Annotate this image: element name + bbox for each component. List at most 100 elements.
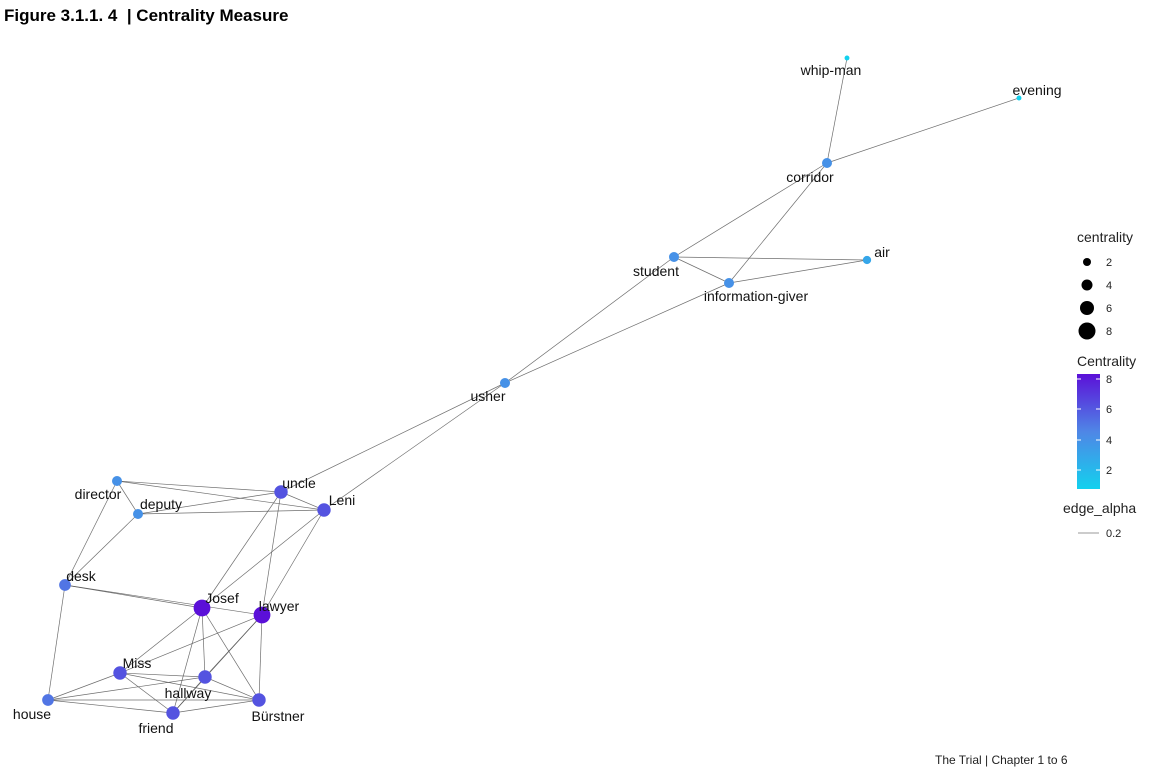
legend-edge-value: 0.2 bbox=[1106, 528, 1121, 540]
node-label-whip-man: whip-man bbox=[800, 62, 862, 78]
legend-color-tick: 2 bbox=[1106, 465, 1112, 477]
legend-size-title: centrality bbox=[1077, 229, 1133, 245]
node-student bbox=[669, 252, 679, 262]
edge-hallway-friend bbox=[172, 676, 206, 714]
edge-hallway-burstner bbox=[204, 676, 260, 701]
node-director bbox=[112, 476, 122, 486]
labels-layer: whip-man evening corridor air student informa… bbox=[13, 62, 1062, 736]
node-label-usher: usher bbox=[470, 388, 505, 404]
node-friend bbox=[166, 706, 180, 720]
node-information-giver bbox=[724, 278, 734, 288]
edge-student-usher bbox=[504, 256, 675, 384]
node-corridor bbox=[822, 158, 832, 168]
node-desk bbox=[59, 579, 71, 591]
node-label-deputy: deputy bbox=[140, 496, 182, 512]
node-label-hallway: hallway bbox=[165, 685, 212, 701]
edge-usher-leni bbox=[323, 382, 506, 511]
node-josef bbox=[193, 599, 211, 617]
node-label-director: director bbox=[75, 486, 122, 502]
legend-edge-title: edge_alpha bbox=[1063, 500, 1136, 516]
legend-size-dot-2 bbox=[1083, 258, 1091, 266]
edge-miss-hallway bbox=[119, 672, 206, 678]
edge-deputy-uncle bbox=[137, 491, 282, 515]
legend-color-tick: 4 bbox=[1106, 435, 1112, 447]
nodes-layer bbox=[42, 55, 1022, 720]
node-label-lawyer: lawyer bbox=[259, 598, 300, 614]
edge-student-air bbox=[673, 256, 868, 261]
edge-uncle-lawyer bbox=[261, 491, 282, 616]
edge-director-deputy bbox=[116, 480, 139, 515]
edge-miss-friend bbox=[119, 672, 174, 714]
node-label-student: student bbox=[633, 263, 679, 279]
edge-corridor-student bbox=[673, 162, 828, 258]
edge-deputy-desk bbox=[64, 513, 139, 586]
node-burstner bbox=[252, 693, 266, 707]
edge-josef-hallway bbox=[201, 607, 206, 678]
edge-miss-house bbox=[47, 672, 121, 701]
legend-size-dot-6 bbox=[1080, 301, 1094, 315]
edge-josef-burstner bbox=[201, 607, 260, 701]
edge-evening-corridor bbox=[826, 97, 1020, 164]
node-label-leni: Leni bbox=[329, 492, 355, 508]
legend-color-tick: 6 bbox=[1106, 404, 1112, 416]
legend-size-dot-4 bbox=[1081, 279, 1093, 291]
edge-usher-uncle bbox=[280, 382, 506, 493]
legend-size-dot-8 bbox=[1078, 322, 1096, 340]
edge-josef-miss bbox=[119, 607, 203, 674]
edge-director-desk bbox=[64, 480, 118, 586]
edge-friend-burstner bbox=[172, 699, 260, 714]
node-evening bbox=[1016, 95, 1022, 101]
node-label-josef: Josef bbox=[205, 590, 239, 606]
node-label-evening: evening bbox=[1012, 82, 1061, 98]
edge-director-leni bbox=[116, 480, 325, 511]
edge-uncle-leni bbox=[280, 491, 325, 511]
edge-lawyer-miss bbox=[119, 614, 263, 674]
legend-color: Centrality 8 6 4 2 bbox=[1077, 353, 1136, 489]
node-air bbox=[862, 255, 872, 265]
legend-size-label: 8 bbox=[1106, 326, 1112, 338]
figure-title: Figure 3.1.1. 4 | Centrality Measure bbox=[4, 6, 289, 25]
edge-hallway-house bbox=[47, 676, 206, 701]
legend-size-label: 2 bbox=[1106, 257, 1112, 269]
legend-color-title: Centrality bbox=[1077, 353, 1136, 369]
edge-student-information-giver bbox=[673, 256, 730, 284]
edge-information-giver-air bbox=[728, 259, 868, 284]
node-label-miss: Miss bbox=[123, 655, 152, 671]
caption: The Trial | Chapter 1 to 6 bbox=[935, 753, 1068, 767]
node-whip-man bbox=[844, 55, 850, 61]
edge-desk-lawyer bbox=[64, 584, 263, 616]
node-house bbox=[42, 694, 54, 706]
legend-size-label: 6 bbox=[1106, 303, 1112, 315]
edge-whip-man-corridor bbox=[826, 57, 848, 164]
edge-uncle-josef bbox=[201, 491, 282, 609]
node-label-information-giver: information-giver bbox=[704, 288, 809, 304]
edge-director-uncle bbox=[116, 480, 282, 493]
edge-corridor-information-giver bbox=[728, 162, 828, 284]
node-label-house: house bbox=[13, 706, 51, 722]
edge-house-friend bbox=[47, 699, 174, 714]
edges-layer bbox=[47, 57, 1020, 714]
legend-size: centrality 2 4 6 8 bbox=[1077, 229, 1133, 340]
legend-size-label: 4 bbox=[1106, 280, 1112, 292]
node-label-burstner: Bürstner bbox=[252, 708, 305, 724]
node-hallway bbox=[198, 670, 212, 684]
node-deputy bbox=[133, 509, 143, 519]
edge-desk-josef bbox=[64, 584, 203, 609]
node-label-friend: friend bbox=[138, 720, 173, 736]
node-label-air: air bbox=[874, 244, 890, 260]
edge-miss-burstner bbox=[119, 672, 260, 701]
legend-colorbar bbox=[1077, 374, 1100, 489]
edge-leni-lawyer bbox=[261, 509, 325, 616]
node-label-desk: desk bbox=[66, 568, 97, 584]
node-miss bbox=[113, 666, 127, 680]
edge-josef-friend bbox=[172, 607, 203, 714]
node-label-uncle: uncle bbox=[282, 475, 316, 491]
edge-lawyer-burstner bbox=[258, 614, 263, 701]
node-leni bbox=[317, 503, 331, 517]
legend-edge: edge_alpha 0.2 bbox=[1063, 500, 1136, 540]
edge-information-giver-usher bbox=[504, 282, 730, 384]
edge-leni-josef bbox=[201, 509, 325, 609]
node-usher bbox=[500, 378, 510, 388]
legend-color-tick: 8 bbox=[1106, 374, 1112, 386]
